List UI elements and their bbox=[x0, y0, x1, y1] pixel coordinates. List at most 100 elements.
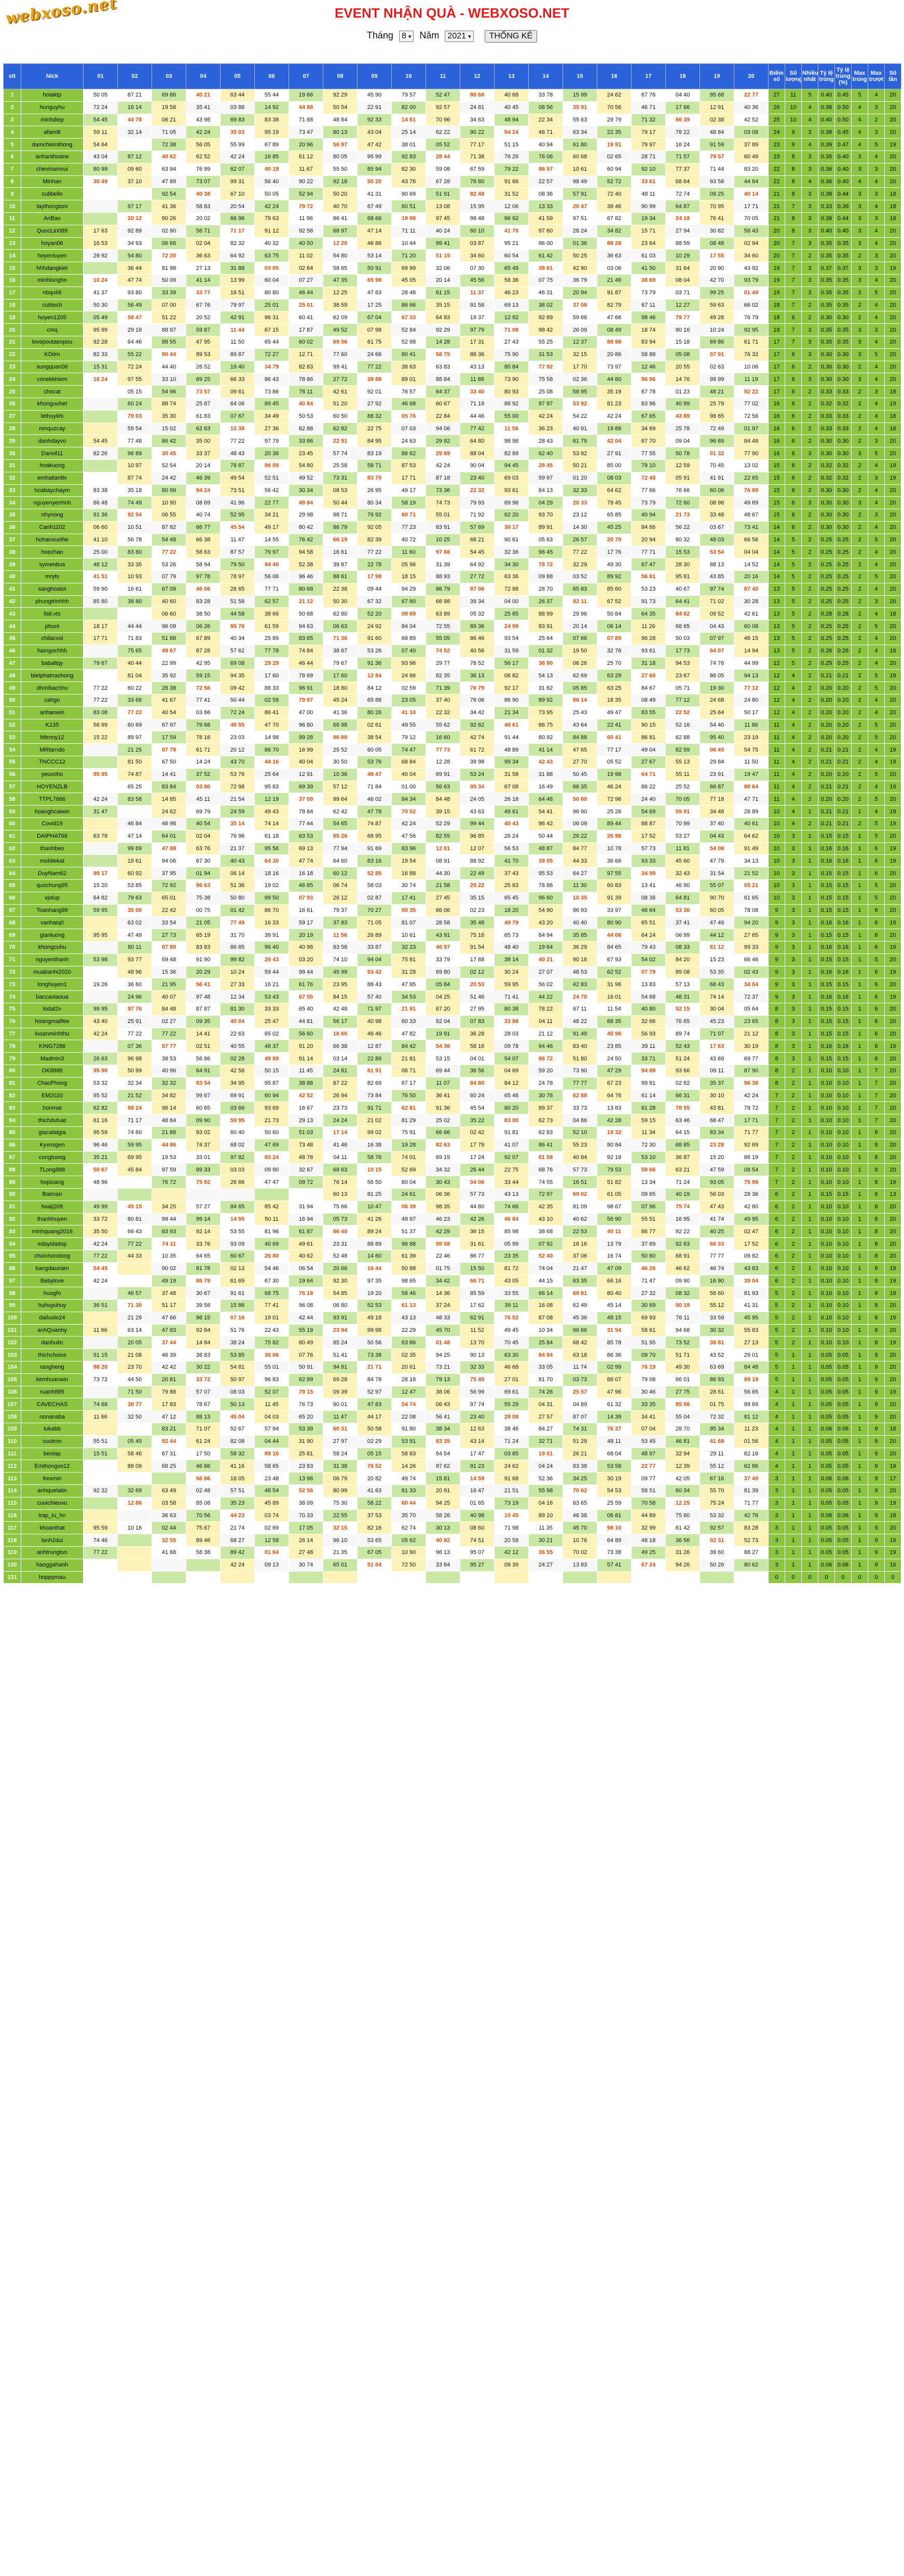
nick-cell[interactable]: quochung95 bbox=[21, 879, 84, 892]
nick-cell[interactable]: tukabb bbox=[21, 1423, 84, 1436]
nick-cell[interactable]: Canh1102 bbox=[21, 521, 84, 534]
nick-cell[interactable]: nhynong bbox=[21, 509, 84, 522]
nick-cell[interactable]: mryts bbox=[21, 570, 84, 583]
nick-cell[interactable]: nguyenthanh bbox=[21, 953, 84, 966]
nick-cell[interactable]: cutitech bbox=[21, 298, 84, 312]
nick-cell[interactable]: cuutron bbox=[21, 1435, 84, 1448]
nick-cell[interactable]: congtuong bbox=[21, 1151, 84, 1164]
nick-cell[interactable]: rangheng bbox=[21, 1361, 84, 1374]
nick-cell[interactable]: afamilt bbox=[21, 126, 84, 139]
nick-cell[interactable]: edayidaitop bbox=[21, 1237, 84, 1250]
nick-cell[interactable]: hoanghcaiwin bbox=[21, 805, 84, 819]
nick-cell[interactable]: baccaolaoua bbox=[21, 990, 84, 1003]
nick-cell[interactable]: Danvil11 bbox=[21, 447, 84, 460]
nick-cell[interactable]: trap_tu_hn bbox=[21, 1509, 84, 1522]
nick-cell[interactable]: thichchoixs bbox=[21, 1348, 84, 1362]
nick-cell[interactable]: anhquelatin bbox=[21, 1484, 84, 1497]
nick-cell[interactable]: khongcuhu bbox=[21, 941, 84, 954]
nick-cell[interactable]: OK8888 bbox=[21, 1064, 84, 1078]
month-select[interactable]: 8 ▾ bbox=[399, 31, 414, 42]
nick-cell[interactable]: chilacvoi bbox=[21, 632, 84, 645]
nick-cell[interactable]: hoyen1205 bbox=[21, 311, 84, 324]
nick-cell[interactable]: muabanhi2020 bbox=[21, 965, 84, 979]
nick-cell[interactable]: yeuvoho bbox=[21, 768, 84, 781]
nick-cell[interactable]: haoggahanh bbox=[21, 1558, 84, 1572]
year-select[interactable]: 2021 ▾ bbox=[445, 31, 474, 42]
nick-cell[interactable]: beolap bbox=[21, 1447, 84, 1461]
nick-cell[interactable]: TLong888 bbox=[21, 1163, 84, 1177]
nick-cell[interactable]: huhuyuhuy bbox=[21, 1299, 84, 1312]
nick-cell[interactable]: sanghoalot bbox=[21, 582, 84, 596]
nick-cell[interactable]: phunt bbox=[21, 620, 84, 633]
nick-cell[interactable]: anhQuanhy bbox=[21, 1324, 84, 1337]
nick-cell[interactable]: hoppymau bbox=[21, 1571, 84, 1584]
nick-cell[interactable]: dhmibachhu bbox=[21, 682, 84, 695]
nick-cell[interactable]: longhuyen1 bbox=[21, 978, 84, 991]
nick-cell[interactable]: EM2020 bbox=[21, 1089, 84, 1102]
nick-cell[interactable]: Bebylove bbox=[21, 1274, 84, 1288]
nick-cell[interactable]: ruanh885 bbox=[21, 1385, 84, 1399]
nick-cell[interactable]: HOYENZLB bbox=[21, 780, 84, 794]
nick-cell[interactable]: anhanthoane bbox=[21, 150, 84, 163]
nick-cell[interactable]: giacalatgia bbox=[21, 1126, 84, 1139]
nick-cell[interactable]: lanh2dui bbox=[21, 1534, 84, 1547]
nick-cell[interactable]: anhtrungtun bbox=[21, 1546, 84, 1559]
nick-cell[interactable]: lovepoutaexpou bbox=[21, 335, 84, 349]
nick-cell[interactable]: hoabaychaym bbox=[21, 484, 84, 497]
nick-cell[interactable]: DAIPHAT68 bbox=[21, 829, 84, 843]
nick-cell[interactable]: cmq bbox=[21, 323, 84, 336]
nick-cell[interactable]: nmquzcay bbox=[21, 422, 84, 435]
nick-cell[interactable]: cuoichieuvu bbox=[21, 1496, 84, 1510]
nick-cell[interactable]: honmat bbox=[21, 1101, 84, 1115]
nick-cell[interactable]: conekkhiem bbox=[21, 373, 84, 386]
nick-cell[interactable]: Madmin3 bbox=[21, 1052, 84, 1065]
nick-cell[interactable]: Kyvnsgen bbox=[21, 1138, 84, 1152]
nick-cell[interactable]: hoaij209 bbox=[21, 1200, 84, 1214]
nick-cell[interactable]: K135 bbox=[21, 718, 84, 732]
nick-cell[interactable]: Covid19 bbox=[21, 817, 84, 830]
stats-submit-button[interactable]: THỐNG KÊ bbox=[484, 30, 538, 43]
nick-cell[interactable]: minhdiep bbox=[21, 113, 84, 127]
nick-cell[interactable]: nguyenyenhnh bbox=[21, 496, 84, 510]
nick-cell[interactable]: chevinamvui bbox=[21, 162, 84, 176]
nick-cell[interactable]: hoiaktp bbox=[21, 89, 84, 102]
nick-cell[interactable]: hhhdangkiet bbox=[21, 262, 84, 275]
nick-cell[interactable]: Mtrnny12 bbox=[21, 731, 84, 744]
nick-cell[interactable]: taythongtoni bbox=[21, 200, 84, 213]
nick-cell[interactable]: dailuolo24 bbox=[21, 1311, 84, 1325]
nick-cell[interactable]: chocat bbox=[21, 385, 84, 398]
nick-cell[interactable]: emhaitanttv bbox=[21, 471, 84, 485]
nick-cell[interactable]: phungtrinhhh bbox=[21, 595, 84, 608]
nick-cell[interactable]: vanhaiq0 bbox=[21, 916, 84, 930]
nick-cell[interactable]: damchkimthong bbox=[21, 138, 84, 151]
nick-cell[interactable]: danhdayvo bbox=[21, 434, 84, 448]
nick-cell[interactable]: hoezhan bbox=[21, 546, 84, 559]
nick-cell[interactable]: nonanaba bbox=[21, 1410, 84, 1424]
nick-cell[interactable]: vjolup bbox=[21, 891, 84, 905]
nick-cell[interactable]: Minhan bbox=[21, 175, 84, 188]
nick-cell[interactable]: huogfo bbox=[21, 1287, 84, 1300]
nick-cell[interactable]: frexmin bbox=[21, 1472, 84, 1485]
nick-cell[interactable]: AnBao bbox=[21, 212, 84, 225]
nick-cell[interactable]: cutibello bbox=[21, 187, 84, 201]
nick-cell[interactable]: thanhhuyen bbox=[21, 1212, 84, 1226]
nick-cell[interactable]: kemhuanwin bbox=[21, 1373, 84, 1386]
nick-cell[interactable]: danhuitn bbox=[21, 1336, 84, 1350]
nick-cell[interactable]: symenbus bbox=[21, 558, 84, 571]
nick-cell[interactable]: ChacPhong bbox=[21, 1076, 84, 1090]
nick-cell[interactable]: minhquang2016 bbox=[21, 1225, 84, 1238]
nick-cell[interactable]: hoangmailfee bbox=[21, 1015, 84, 1028]
nick-cell[interactable]: hoploang bbox=[21, 1176, 84, 1189]
nick-cell[interactable]: KING7286 bbox=[21, 1040, 84, 1053]
nick-cell[interactable]: anhanwin bbox=[21, 706, 84, 719]
nick-cell[interactable]: KDitm bbox=[21, 348, 84, 361]
nick-cell[interactable]: luoanminhthu bbox=[21, 1027, 84, 1041]
nick-cell[interactable]: hunguyhu bbox=[21, 101, 84, 114]
nick-cell[interactable]: thanhbeo bbox=[21, 842, 84, 855]
nick-cell[interactable]: Toanhang99 bbox=[21, 904, 84, 917]
nick-cell[interactable]: lodat2v bbox=[21, 1002, 84, 1016]
nick-cell[interactable]: bangdaunam bbox=[21, 1262, 84, 1275]
nick-cell[interactable]: sungquan06 bbox=[21, 360, 84, 374]
nick-cell[interactable]: Batman bbox=[21, 1188, 84, 1201]
nick-cell[interactable]: khoanthat bbox=[21, 1521, 84, 1535]
